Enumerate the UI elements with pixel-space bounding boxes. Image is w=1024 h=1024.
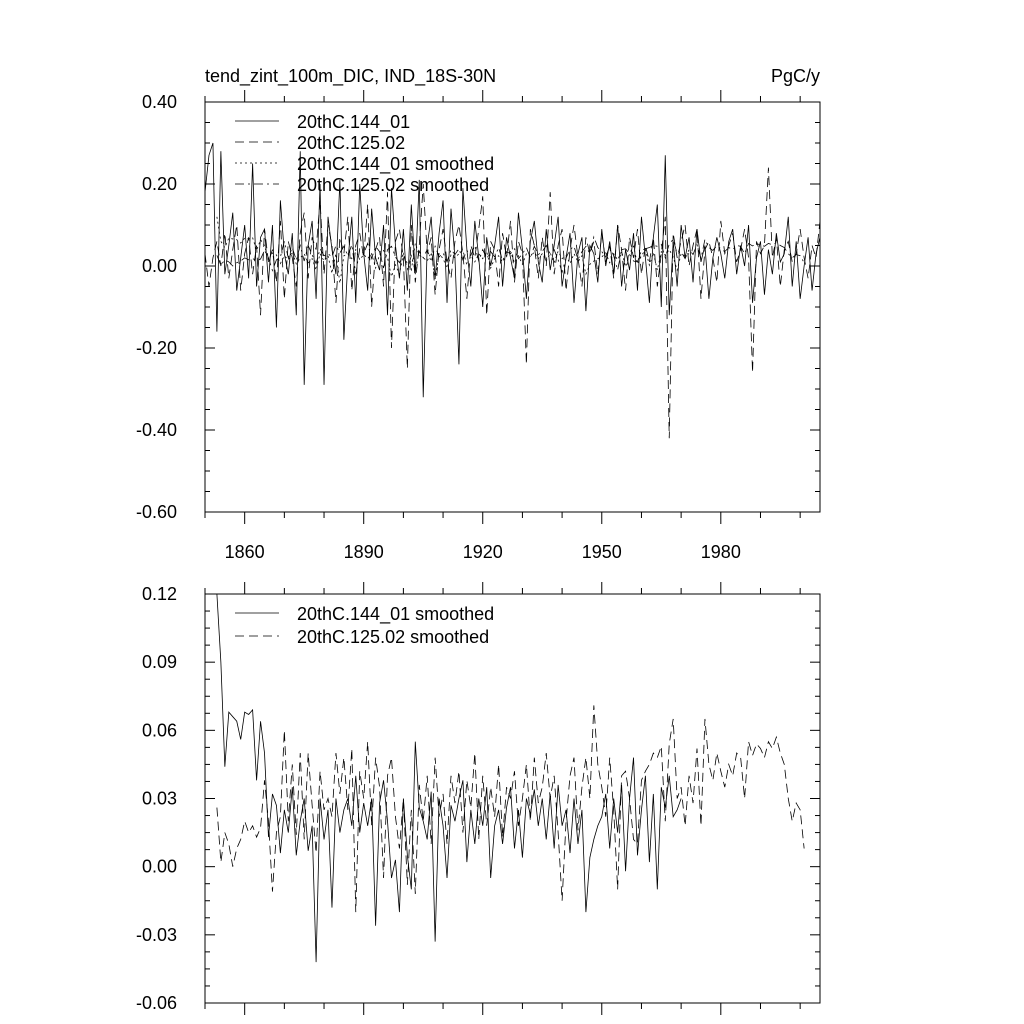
top-panel-plot: 0.40 0.20 0.00 -0.20 -0.40 -0.60 1860 1890 1920 1… xyxy=(136,90,821,562)
series-line-1 xyxy=(205,167,820,439)
y-tick-label: 0.20 xyxy=(142,174,177,194)
series-line-3 xyxy=(216,235,805,275)
y-tick-label: 0.03 xyxy=(142,789,177,809)
legend-label-0: 20thC.144_01 xyxy=(297,112,410,133)
legend-label-1: 20thC.125.02 xyxy=(297,133,405,153)
x-tick-label: 1950 xyxy=(582,542,622,562)
legend-label-1: 20thC.125.02 smoothed xyxy=(297,627,489,647)
y-tick-label: 0.00 xyxy=(142,256,177,276)
series-line-1 xyxy=(216,705,805,913)
top-panel-title: tend_zint_100m_DIC, IND_18S-30N xyxy=(205,66,496,87)
x-tick-label: 1860 xyxy=(225,542,265,562)
y-tick-label: 0.06 xyxy=(142,720,177,740)
bottom-panel-plot: 0.12 0.09 0.06 0.03 0.00 -0.03 -0.06 20thC.144_… xyxy=(136,582,821,1015)
y-tick-label: 0.00 xyxy=(142,857,177,877)
top-panel-units-label: PgC/y xyxy=(771,66,820,86)
y-tick-label: 0.40 xyxy=(142,92,177,112)
legend-label-0: 20thC.144_01 smoothed xyxy=(297,604,494,625)
y-tick-label: 0.09 xyxy=(142,652,177,672)
x-tick-label: 1920 xyxy=(463,542,503,562)
y-tick-label: -0.60 xyxy=(136,502,177,522)
y-tick-label: 0.12 xyxy=(142,584,177,604)
y-tick-label: -0.20 xyxy=(136,338,177,358)
x-tick-label: 1890 xyxy=(344,542,384,562)
series-line-0 xyxy=(216,594,682,963)
legend-label-2: 20thC.144_01 smoothed xyxy=(297,154,494,175)
legend-label-3: 20thC.125.02 smoothed xyxy=(297,175,489,195)
plot-frame xyxy=(204,593,821,1004)
x-tick-label: 1980 xyxy=(701,542,741,562)
y-tick-label: -0.40 xyxy=(136,420,177,440)
y-tick-label: -0.03 xyxy=(136,925,177,945)
y-tick-label: -0.06 xyxy=(136,993,177,1013)
